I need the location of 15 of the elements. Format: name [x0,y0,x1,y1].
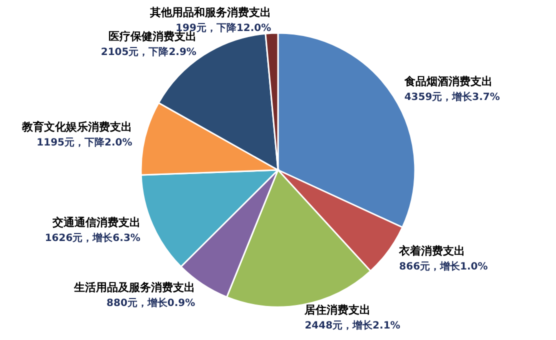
slice-label: 其他用品和服务消费支出 [149,6,272,20]
slice-label: 医疗保健消费支出 [108,30,196,44]
data-label: 2105元，下降2.9% [100,46,196,58]
data-label: 1195元，下降2.0% [36,136,132,149]
slice-label: 居住消费支出 [304,304,371,317]
data-label: 1626元，增长6.3% [44,232,140,244]
slice-label: 教育文化娱乐消费支出 [21,120,132,134]
data-label: 880元，增长0.9% [106,297,196,310]
slice-label: 交通通信消费支出 [51,216,140,229]
data-label: 2448元，增长2.1% [304,320,400,332]
slice-label: 食品烟酒消费支出 [403,75,492,88]
data-label: 4359元，增长3.7% [404,91,500,104]
slice-label: 衣着消费支出 [398,244,466,258]
data-label: 866元，增长1.0% [399,260,488,272]
slice-label: 生活用品及服务消费支出 [73,281,196,294]
